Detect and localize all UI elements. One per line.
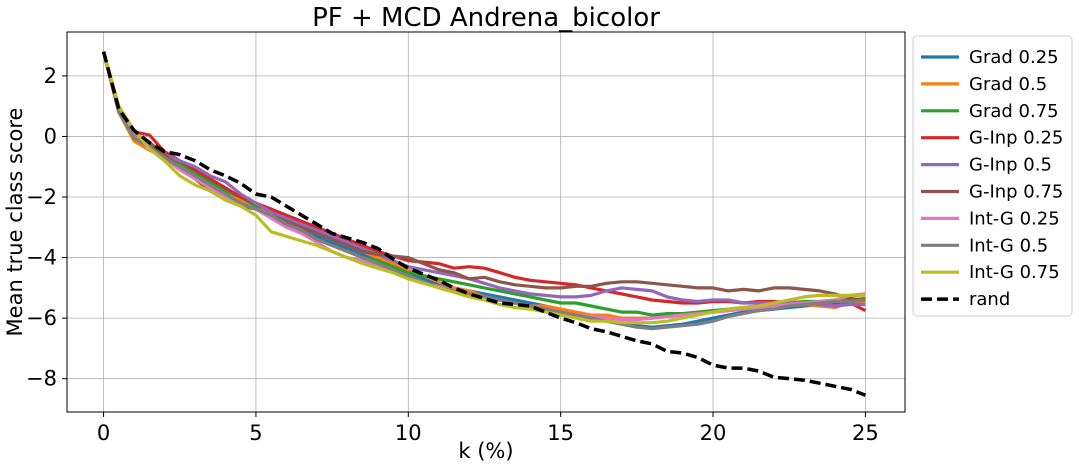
series-line [102, 51, 866, 302]
y-axis-ticks: 2 0 −2 −4 −6 −8 [26, 64, 67, 391]
legend-label: Int-G 0.75 [969, 262, 1060, 283]
chart-title: PF + MCD Andrena_bicolor [312, 3, 660, 33]
series-line [101, 51, 867, 397]
x-axis-ticks: 0 5 10 15 20 25 [97, 412, 879, 445]
series-layer [101, 51, 867, 397]
series-line [102, 51, 866, 331]
x-tick-label: 25 [852, 421, 879, 445]
x-axis-label: k (%) [458, 439, 513, 463]
legend-label: rand [969, 289, 1010, 310]
legend-label: G-Inp 0.5 [969, 155, 1052, 176]
series-line [102, 51, 866, 308]
y-tick-label: −6 [26, 306, 57, 330]
legend-label: Int-G 0.5 [969, 235, 1048, 256]
plot-frame [66, 31, 906, 413]
x-tick-label: 10 [395, 421, 422, 445]
x-tick-label: 15 [547, 421, 574, 445]
y-axis-label: Mean true class score [3, 108, 27, 337]
legend-label: G-Inp 0.25 [969, 128, 1063, 149]
legend: Grad 0.25 Grad 0.5 Grad 0.75 G-Inp 0.25 G-In… [912, 35, 1073, 317]
series-line [102, 51, 867, 313]
x-tick-label: 5 [249, 421, 262, 445]
y-tick-label: −2 [26, 185, 57, 209]
legend-label: G-Inp 0.75 [969, 182, 1063, 203]
y-tick-label: 2 [44, 64, 57, 88]
legend-label: Grad 0.5 [969, 74, 1047, 95]
legend-label: Int-G 0.25 [969, 208, 1060, 229]
x-tick-label: 0 [97, 421, 110, 445]
y-tick-label: −4 [26, 246, 57, 270]
y-tick-label: −8 [26, 367, 57, 391]
y-tick-label: 0 [44, 124, 57, 148]
legend-label: Grad 0.75 [969, 101, 1059, 122]
series-line [102, 51, 866, 325]
x-tick-label: 20 [700, 421, 727, 445]
grid-lines [67, 32, 905, 412]
legend-label: Grad 0.25 [969, 47, 1059, 68]
